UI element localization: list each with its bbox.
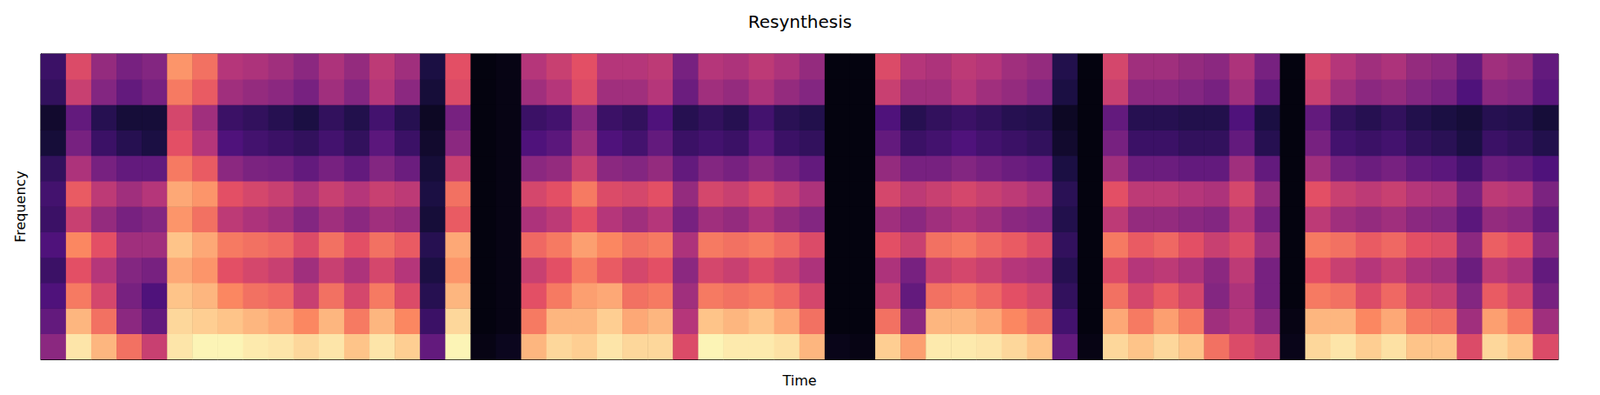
svg-text:Frequency: Frequency <box>12 170 29 243</box>
svg-text:Resynthesis: Resynthesis <box>748 11 852 33</box>
svg-text:Time: Time <box>781 371 817 389</box>
